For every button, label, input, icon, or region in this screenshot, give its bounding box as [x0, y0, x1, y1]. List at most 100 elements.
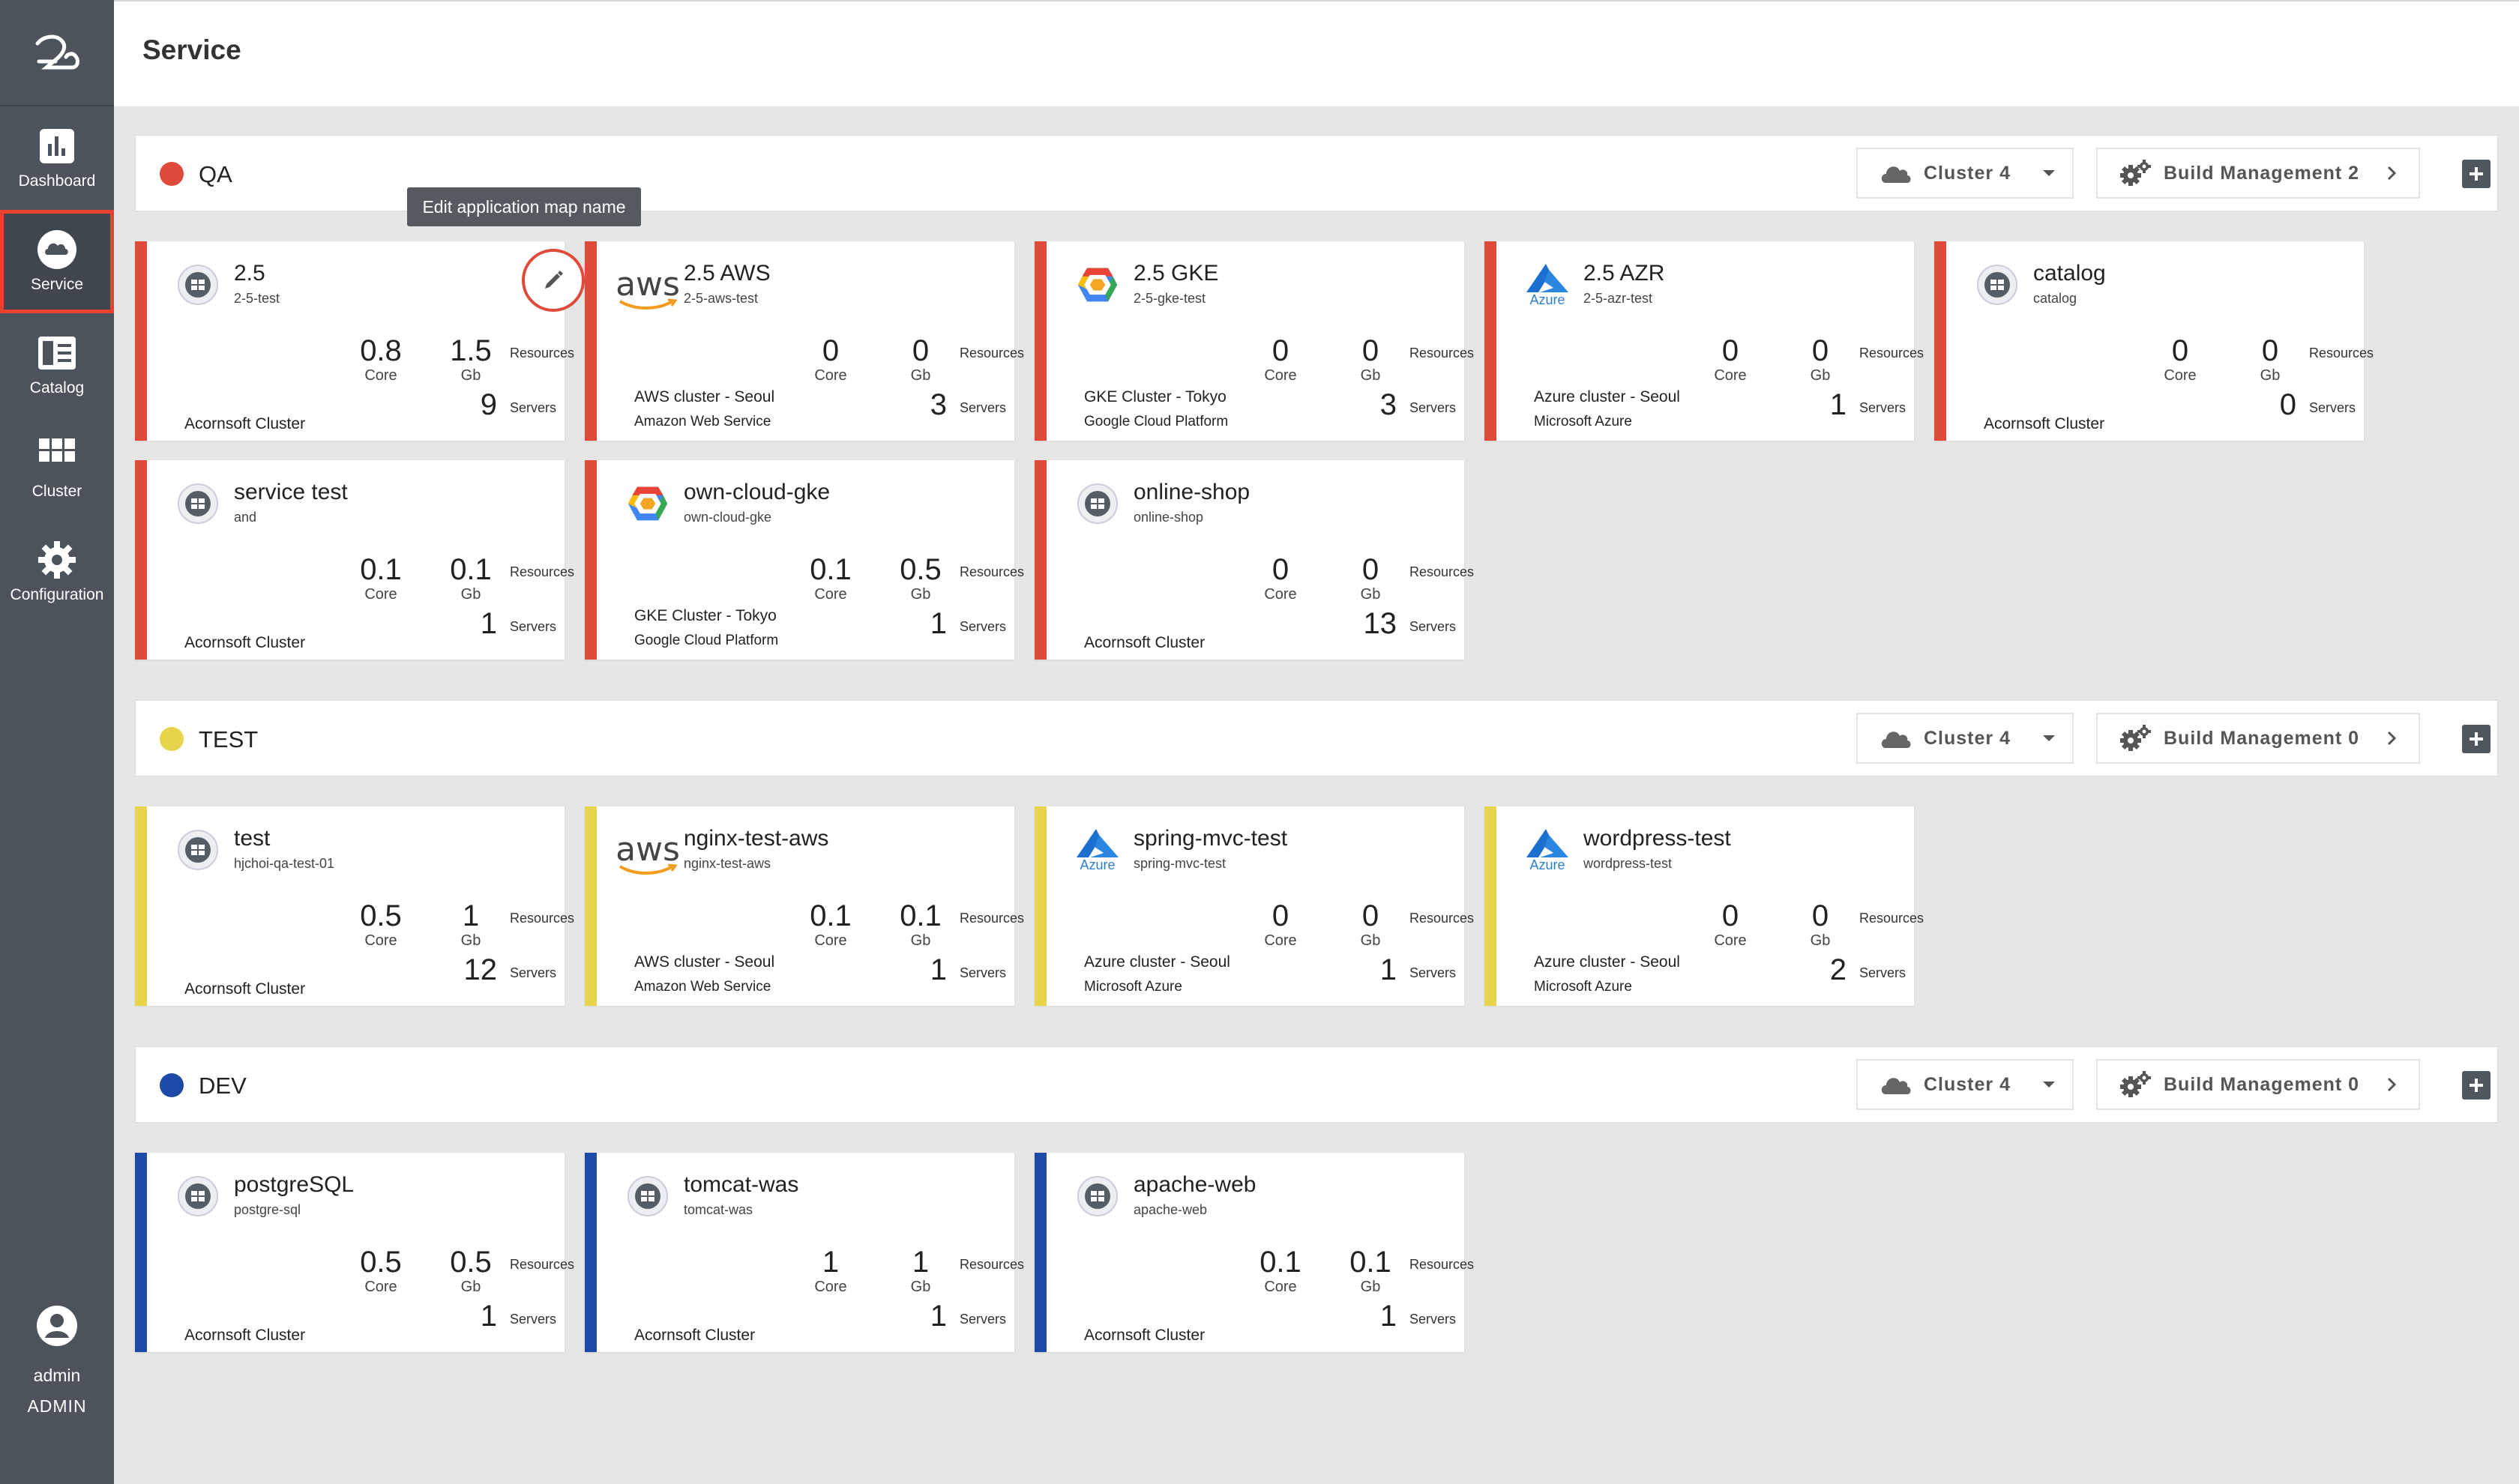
- grid-icon: [37, 436, 77, 477]
- azure-logo-icon: Azure: [1074, 827, 1122, 873]
- service-card[interactable]: 2.5 2-5-test 0.8 Core 1.5 Gb Resources 9 Servers…: [135, 241, 585, 441]
- service-card[interactable]: Azure wordpress-test wordpress-test 0 Core 0 G…: [1484, 806, 1924, 1006]
- service-icon: [178, 483, 218, 524]
- sidebar-item-cluster[interactable]: Cluster: [0, 417, 114, 520]
- bar-chart-icon: [37, 126, 77, 166]
- service-card[interactable]: aws nginx-test-aws nginx-test-aws 0.1 Core 0.…: [585, 806, 1024, 1006]
- page-title: Service: [142, 34, 241, 65]
- card-title[interactable]: online-shop: [1134, 480, 1251, 504]
- build-management-button[interactable]: Build Management 2: [2096, 148, 2420, 199]
- card-icon: aws: [616, 829, 680, 875]
- cloud-provider: Google Cloud Platform: [1084, 414, 1229, 429]
- memory-value: 0.5: [450, 1246, 492, 1279]
- card-title[interactable]: wordpress-test: [1583, 826, 1731, 851]
- app-logo[interactable]: [0, 0, 114, 106]
- card-title[interactable]: apache-web: [1134, 1172, 1257, 1197]
- service-card[interactable]: tomcat-was tomcat-was 1 Core 1 Gb Resources 1 Se…: [585, 1153, 1024, 1352]
- core-value: 0: [1271, 899, 1289, 932]
- cluster-name: Acornsoft Cluster: [184, 415, 306, 432]
- cloud-icon: [1881, 732, 1911, 748]
- card-title[interactable]: tomcat-was: [684, 1172, 799, 1197]
- card-title[interactable]: catalog: [2033, 261, 2106, 286]
- gear-icon: [37, 540, 77, 580]
- memory-label: Gb: [910, 586, 931, 603]
- card-title[interactable]: own-cloud-gke: [684, 480, 831, 504]
- cluster-name: Acornsoft Cluster: [1084, 1327, 1206, 1344]
- service-card[interactable]: aws 2.5 AWS 2-5-aws-test 0 Core 0 Gb Resources 3…: [585, 241, 1024, 441]
- card-title[interactable]: nginx-test-aws: [684, 826, 829, 851]
- resources-label: Resources: [960, 911, 1025, 926]
- core-value: 0.1: [810, 553, 852, 586]
- memory-value: 0: [1361, 334, 1379, 367]
- cluster-name: Acornsoft Cluster: [184, 1327, 306, 1344]
- card-namespace: apache-web: [1134, 1202, 1208, 1217]
- cloud-provider: Microsoft Azure: [1534, 979, 1632, 995]
- cluster-dropdown[interactable]: Cluster 4: [1856, 713, 2074, 764]
- servers-value: 12: [463, 953, 498, 986]
- core-label: Core: [364, 1279, 397, 1295]
- edit-name-button[interactable]: [522, 249, 585, 312]
- cluster-dropdown[interactable]: Cluster 4: [1856, 148, 2074, 199]
- group-name[interactable]: DEV: [199, 1073, 247, 1099]
- book-icon: [37, 333, 77, 373]
- memory-label: Gb: [1360, 367, 1381, 384]
- card-title[interactable]: 2.5 AWS: [684, 261, 771, 286]
- card-namespace: online-shop: [1134, 510, 1204, 525]
- add-service-button[interactable]: [2462, 160, 2491, 188]
- card-title[interactable]: 2.5 AZR: [1583, 261, 1665, 286]
- memory-label: Gb: [910, 367, 931, 384]
- cluster-location: AWS cluster - Seoul: [634, 953, 775, 971]
- servers-label: Servers: [1409, 965, 1457, 980]
- card-title[interactable]: postgreSQL: [234, 1172, 355, 1197]
- caret-down-icon: [2042, 1082, 2055, 1088]
- service-card[interactable]: 2.5 GKE 2-5-gke-test 0 Core 0 Gb Resources 3 Ser…: [1035, 241, 1474, 441]
- sidebar-item-catalog[interactable]: Catalog: [0, 313, 114, 417]
- service-card[interactable]: Azure spring-mvc-test spring-mvc-test 0 Core…: [1035, 806, 1474, 1006]
- chevron-right-icon: [2388, 1077, 2397, 1092]
- core-value: 0.1: [810, 899, 852, 932]
- cluster-location: GKE Cluster - Tokyo: [634, 607, 777, 624]
- build-management-label: Build Management 0: [2164, 1073, 2360, 1095]
- group-name[interactable]: TEST: [199, 726, 259, 752]
- service-card[interactable]: online-shop online-shop 0 Core 0 Gb Resources 1…: [1035, 460, 1474, 660]
- servers-value: 0: [2279, 388, 2296, 421]
- sidebar-item-service[interactable]: Service: [0, 210, 114, 313]
- core-label: Core: [814, 1279, 847, 1295]
- card-namespace: tomcat-was: [684, 1202, 753, 1217]
- core-label: Core: [814, 586, 847, 603]
- service-card[interactable]: own-cloud-gke own-cloud-gke 0.1 Core 0.5 Gb Re…: [585, 460, 1024, 660]
- aws-logo-icon: aws: [616, 268, 680, 310]
- core-value: 1: [822, 1246, 840, 1279]
- core-value: 0.8: [360, 334, 402, 367]
- servers-label: Servers: [1859, 965, 1906, 980]
- sidebar-item-configuration[interactable]: Configuration: [0, 520, 114, 624]
- card-title[interactable]: spring-mvc-test: [1134, 826, 1288, 851]
- card-title[interactable]: 2.5 GKE: [1134, 261, 1219, 286]
- build-management-button[interactable]: Build Management 0: [2096, 713, 2420, 764]
- servers-label: Servers: [2309, 400, 2356, 415]
- cluster-dropdown[interactable]: Cluster 4: [1856, 1059, 2074, 1110]
- card-icon: [177, 483, 219, 525]
- resources-label: Resources: [960, 1257, 1025, 1272]
- service-card[interactable]: catalog catalog 0 Core 0 Gb Resources 0 Servers A…: [1934, 241, 2374, 441]
- service-card[interactable]: postgreSQL postgre-sql 0.5 Core 0.5 Gb Resourc…: [135, 1153, 574, 1352]
- plus-icon: [2470, 167, 2483, 181]
- card-icon: Azure: [1074, 827, 1122, 873]
- service-card[interactable]: service test and 0.1 Core 0.1 Gb Resources 1 Ser…: [135, 460, 574, 660]
- card-title[interactable]: test: [234, 826, 271, 851]
- card-icon: [177, 264, 219, 306]
- card-title[interactable]: service test: [234, 480, 348, 504]
- card-namespace: 2-5-azr-test: [1583, 291, 1653, 306]
- service-card[interactable]: test hjchoi-qa-test-01 0.5 Core 1 Gb Resources…: [135, 806, 574, 1006]
- build-management-button[interactable]: Build Management 0: [2096, 1059, 2420, 1110]
- card-title[interactable]: 2.5: [234, 261, 265, 286]
- add-service-button[interactable]: [2462, 1071, 2491, 1100]
- group-name[interactable]: QA: [199, 161, 232, 187]
- service-card[interactable]: Azure 2.5 AZR 2-5-azr-test 0 Core 0 Gb Resource…: [1484, 241, 1924, 441]
- core-value: 0: [1721, 899, 1739, 932]
- add-service-button[interactable]: [2462, 725, 2491, 753]
- card-namespace: 2-5-aws-test: [684, 291, 759, 306]
- user-menu[interactable]: admin ADMIN: [0, 1305, 114, 1417]
- sidebar-item-dashboard[interactable]: Dashboard: [0, 106, 114, 210]
- service-card[interactable]: apache-web apache-web 0.1 Core 0.1 Gb Resource…: [1035, 1153, 1474, 1352]
